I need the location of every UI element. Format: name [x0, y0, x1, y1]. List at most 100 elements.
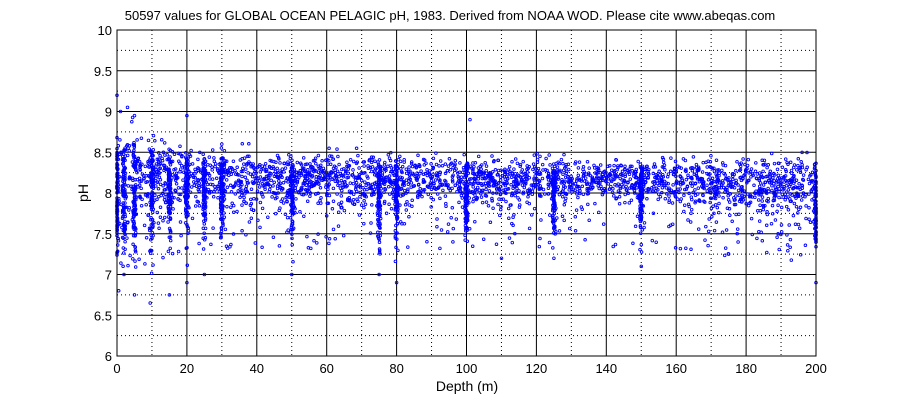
data-point	[722, 171, 726, 176]
data-point	[366, 182, 371, 186]
data-point	[689, 211, 693, 215]
data-point	[240, 182, 244, 187]
data-point	[395, 237, 399, 241]
data-point	[245, 161, 249, 166]
data-point	[486, 180, 491, 185]
data-point	[234, 182, 238, 186]
data-point	[595, 165, 599, 170]
data-point	[548, 213, 552, 217]
data-point	[644, 188, 648, 192]
data-point	[491, 184, 495, 188]
data-point	[128, 175, 132, 180]
data-point	[396, 248, 400, 253]
data-point	[804, 204, 808, 208]
data-point	[173, 167, 178, 171]
data-point	[316, 175, 321, 179]
data-point	[667, 198, 672, 202]
data-point	[273, 191, 278, 196]
data-point	[367, 186, 372, 191]
data-point	[547, 153, 551, 157]
x-tick-label: 0	[113, 361, 120, 376]
data-point	[119, 202, 124, 207]
data-point	[711, 204, 715, 208]
data-point	[704, 224, 708, 229]
data-point	[533, 174, 537, 178]
data-point	[712, 211, 716, 216]
data-point	[122, 166, 126, 171]
data-point	[632, 191, 637, 195]
data-point	[220, 203, 225, 208]
data-point	[779, 181, 783, 185]
y-tick-label: 10	[98, 23, 112, 38]
data-point	[709, 153, 713, 158]
data-point	[409, 161, 414, 166]
data-point	[146, 138, 151, 143]
data-point	[176, 249, 181, 254]
data-point	[302, 168, 307, 173]
data-point	[213, 184, 217, 189]
data-point	[763, 162, 767, 167]
data-point	[237, 173, 241, 177]
y-tick-label: 9.5	[94, 64, 112, 79]
data-point	[770, 184, 774, 188]
data-point	[662, 183, 666, 188]
data-point	[133, 212, 137, 216]
data-point	[340, 188, 344, 193]
data-point	[211, 195, 216, 199]
data-point	[463, 199, 467, 203]
data-point	[239, 193, 244, 198]
data-point	[498, 175, 503, 179]
data-point	[628, 186, 632, 190]
data-point	[219, 196, 223, 200]
data-point	[290, 232, 294, 237]
data-point	[721, 181, 725, 185]
data-point	[305, 234, 309, 239]
data-point	[679, 166, 683, 170]
data-point	[203, 168, 208, 173]
data-point	[517, 174, 521, 178]
data-point	[690, 169, 695, 173]
data-point	[369, 155, 374, 159]
data-point	[642, 225, 646, 230]
data-point	[496, 172, 500, 177]
data-point	[421, 190, 425, 194]
data-point	[153, 139, 157, 143]
data-point	[123, 239, 127, 244]
data-point	[221, 168, 225, 172]
data-point	[252, 196, 256, 201]
data-point	[615, 167, 619, 172]
data-point	[813, 171, 818, 176]
data-point	[201, 226, 206, 231]
data-point	[616, 164, 620, 168]
data-point	[184, 211, 189, 215]
data-point	[231, 203, 236, 208]
data-point	[731, 182, 736, 186]
data-point	[595, 167, 599, 172]
data-point	[510, 172, 515, 176]
data-point	[342, 208, 347, 213]
data-point	[219, 146, 224, 150]
data-point	[672, 167, 677, 171]
data-point	[162, 198, 167, 202]
data-point	[161, 184, 165, 188]
data-point	[138, 194, 142, 199]
data-point	[157, 226, 161, 231]
data-point	[730, 219, 734, 224]
data-point	[395, 174, 399, 178]
data-point	[261, 167, 265, 171]
data-point	[451, 226, 456, 231]
data-point	[807, 217, 811, 221]
data-point	[757, 184, 762, 189]
data-point	[351, 168, 355, 172]
data-point	[546, 182, 551, 186]
data-point	[640, 173, 644, 178]
data-point	[422, 163, 427, 167]
data-point	[416, 195, 420, 200]
data-point	[318, 186, 323, 190]
data-point	[149, 192, 154, 196]
data-point	[796, 163, 800, 168]
data-point	[458, 161, 462, 165]
data-point	[798, 205, 803, 210]
data-point	[197, 181, 201, 185]
data-point	[231, 159, 236, 163]
